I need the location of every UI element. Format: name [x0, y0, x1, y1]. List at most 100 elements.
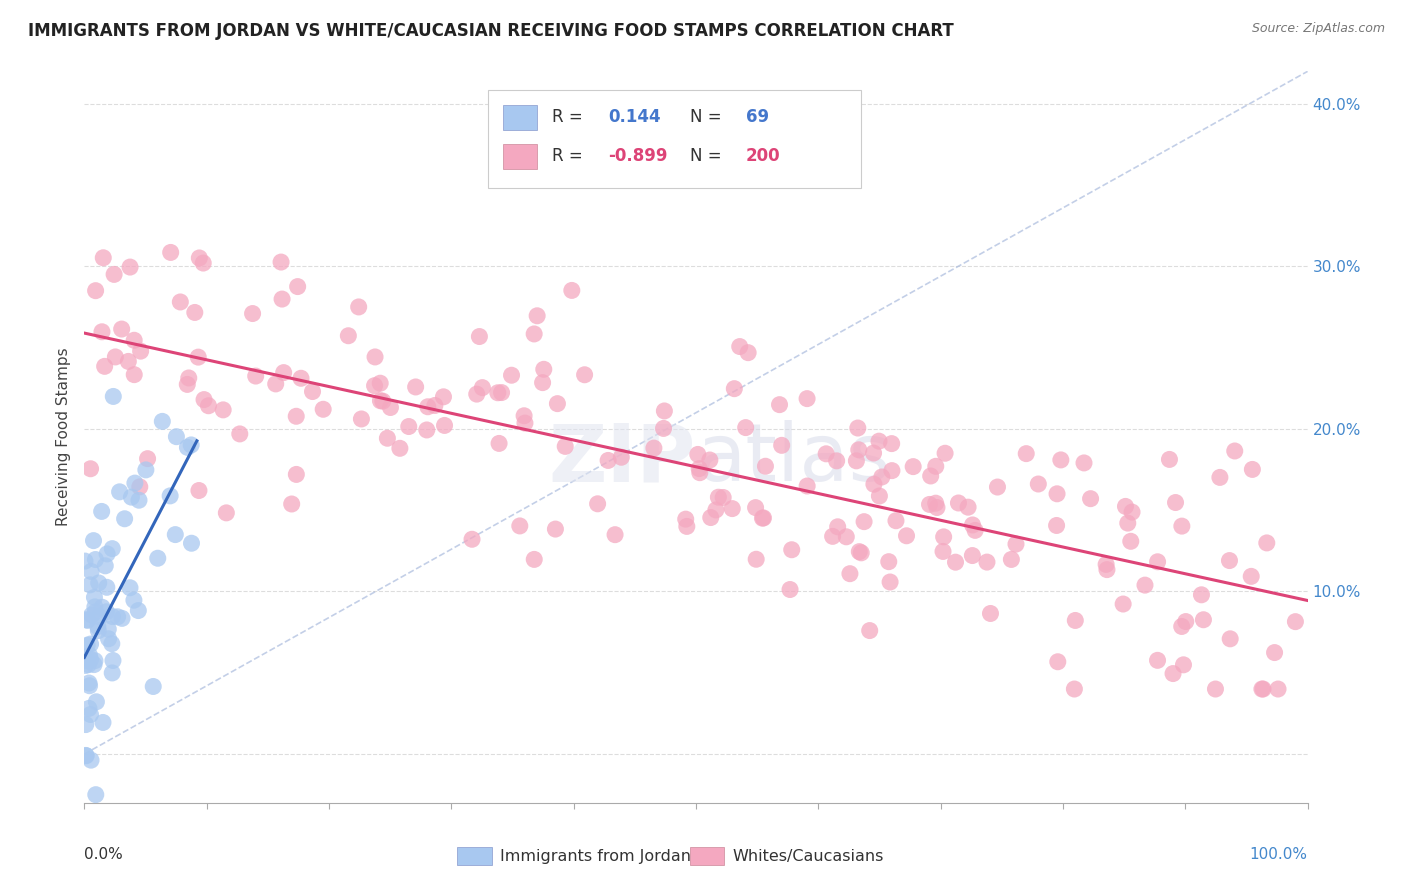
Point — [920, 469, 942, 483]
Point — [114, 512, 136, 526]
Point — [280, 497, 302, 511]
Point — [501, 368, 523, 383]
Point — [851, 546, 873, 560]
Point — [848, 442, 870, 457]
Point — [870, 470, 893, 484]
Point — [285, 409, 308, 424]
Point — [461, 533, 484, 547]
Text: -0.899: -0.899 — [607, 147, 668, 165]
Point — [1170, 619, 1192, 633]
Point — [465, 387, 488, 401]
Point — [187, 350, 209, 364]
Point — [700, 510, 723, 524]
Point — [93, 359, 115, 374]
Point — [862, 446, 884, 460]
Point — [150, 414, 173, 428]
Point — [932, 530, 955, 544]
Point — [1204, 681, 1226, 696]
Point — [350, 412, 373, 426]
Point — [111, 611, 134, 625]
Text: 0.0%: 0.0% — [84, 847, 124, 862]
FancyBboxPatch shape — [690, 847, 724, 865]
Point — [90, 504, 112, 518]
Point — [1223, 444, 1246, 458]
Point — [103, 389, 125, 403]
Point — [83, 657, 105, 672]
Point — [752, 511, 775, 525]
Point — [965, 524, 987, 538]
Point — [1264, 646, 1286, 660]
Point — [1095, 563, 1118, 577]
Point — [188, 251, 211, 265]
Point — [91, 600, 114, 615]
Point — [509, 519, 531, 533]
Point — [945, 555, 967, 569]
Point — [101, 653, 124, 667]
Point — [1171, 519, 1194, 533]
Point — [686, 447, 709, 461]
Point — [863, 477, 886, 491]
Point — [76, 638, 98, 652]
Point — [117, 354, 139, 368]
Point — [1161, 666, 1184, 681]
Point — [1005, 537, 1028, 551]
Text: N =: N = — [690, 147, 727, 165]
Point — [728, 340, 751, 354]
Point — [533, 362, 555, 376]
Point — [118, 581, 141, 595]
Point — [924, 496, 946, 510]
Point — [337, 328, 360, 343]
Text: 200: 200 — [747, 147, 780, 165]
Point — [675, 512, 697, 526]
Point — [1116, 516, 1139, 530]
Point — [159, 245, 181, 260]
Point — [77, 657, 100, 672]
Point — [853, 515, 876, 529]
FancyBboxPatch shape — [503, 144, 537, 169]
Point — [165, 430, 187, 444]
Point — [554, 439, 576, 453]
Point — [468, 329, 491, 343]
Point — [1046, 655, 1069, 669]
Point — [83, 599, 105, 614]
Point — [104, 350, 127, 364]
Point — [84, 605, 107, 619]
Point — [513, 409, 536, 423]
Point — [780, 542, 803, 557]
Point — [523, 552, 546, 566]
Point — [689, 466, 711, 480]
Point — [848, 544, 870, 558]
Point — [75, 658, 97, 673]
Point — [598, 453, 620, 467]
Point — [165, 527, 187, 541]
Point — [704, 503, 727, 517]
Point — [122, 333, 145, 347]
Point — [176, 377, 198, 392]
Point — [118, 260, 141, 274]
Point — [80, 565, 103, 579]
Point — [896, 529, 918, 543]
Point — [1241, 462, 1264, 476]
Point — [86, 695, 108, 709]
Point — [135, 463, 157, 477]
Point — [285, 467, 308, 482]
Point — [270, 255, 292, 269]
Point — [707, 490, 730, 504]
Point — [1046, 487, 1069, 501]
Point — [97, 632, 120, 646]
Text: R =: R = — [551, 109, 588, 127]
Point — [827, 520, 849, 534]
Point — [94, 558, 117, 573]
Point — [1251, 681, 1274, 696]
FancyBboxPatch shape — [488, 90, 860, 188]
Point — [128, 493, 150, 508]
Point — [87, 576, 110, 591]
Point — [108, 484, 131, 499]
Point — [91, 715, 114, 730]
Point — [877, 555, 900, 569]
Point — [301, 384, 323, 399]
Text: ZIP: ZIP — [548, 420, 696, 498]
Point — [934, 446, 956, 460]
Point — [1080, 491, 1102, 506]
Point — [796, 479, 818, 493]
